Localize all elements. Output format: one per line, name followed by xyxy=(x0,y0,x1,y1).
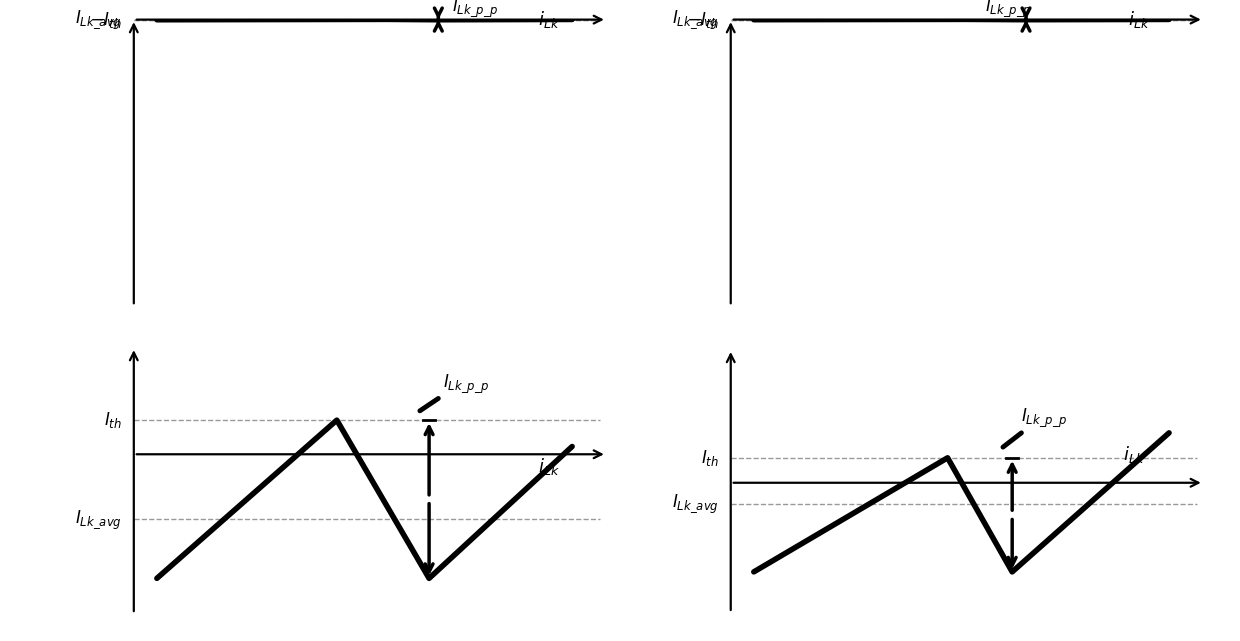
Text: $I_{Lk\_avg}$: $I_{Lk\_avg}$ xyxy=(76,8,123,31)
Text: $I_{Lk\_avg}$: $I_{Lk\_avg}$ xyxy=(76,508,123,531)
Text: $i_{Lk}$: $i_{Lk}$ xyxy=(537,9,559,30)
Text: $I_{Lk\_p\_p}$: $I_{Lk\_p\_p}$ xyxy=(443,373,489,395)
Text: $-I_{th}$: $-I_{th}$ xyxy=(91,10,123,29)
Text: $i_{Lk}$: $i_{Lk}$ xyxy=(1123,444,1145,465)
Text: $-I_{th}$: $-I_{th}$ xyxy=(687,10,719,29)
Text: $I_{th}$: $I_{th}$ xyxy=(104,410,123,430)
Text: $I_{Lk\_avg}$: $I_{Lk\_avg}$ xyxy=(672,8,719,31)
Text: $I_{Lk\_p\_p}$: $I_{Lk\_p\_p}$ xyxy=(1022,407,1068,429)
Text: $I_{Lk\_p\_p}$: $I_{Lk\_p\_p}$ xyxy=(985,0,1030,19)
Text: $I_{Lk\_avg}$: $I_{Lk\_avg}$ xyxy=(672,493,719,515)
Text: $i_{Lk}$: $i_{Lk}$ xyxy=(1127,9,1149,30)
Text: $I_{th}$: $I_{th}$ xyxy=(701,448,719,468)
Text: $I_{Lk\_p\_p}$: $I_{Lk\_p\_p}$ xyxy=(453,0,498,19)
Text: $i_{Lk}$: $i_{Lk}$ xyxy=(537,456,559,477)
